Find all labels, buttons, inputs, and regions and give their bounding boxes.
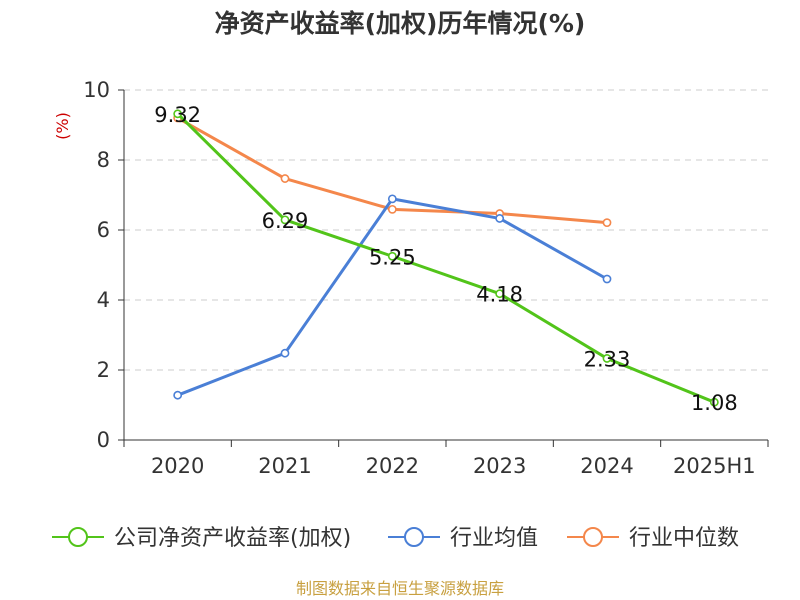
data-point: [495, 289, 505, 299]
chart-title: 净资产收益率(加权)历年情况(%): [215, 9, 586, 38]
data-point: [173, 109, 183, 119]
series-layer: [173, 109, 719, 407]
data-label: 5.25: [369, 245, 416, 269]
data-point: [280, 215, 290, 225]
legend-marker: [583, 527, 603, 547]
data-label: 9.32: [154, 103, 201, 127]
data-point: [280, 348, 290, 358]
y-tick-label: 10: [83, 78, 110, 102]
data-point: [280, 174, 290, 183]
data-point: [602, 274, 612, 284]
y-axis-label: (%): [53, 112, 72, 140]
x-tick-label: 2022: [366, 454, 419, 478]
data-label: 4.18: [476, 283, 523, 307]
data-point: [602, 218, 612, 228]
x-tick-label: 2023: [473, 454, 526, 478]
legend-label: 公司净资产收益率(加权): [114, 526, 351, 551]
series-line: [176, 112, 715, 404]
legend: 公司净资产收益率(加权) 行业均值 行业中位数: [52, 526, 739, 551]
data-point: [602, 354, 612, 363]
data-point: [387, 204, 397, 214]
x-tick-label: 2021: [258, 454, 311, 478]
x-tick-label: 2024: [580, 454, 633, 478]
data-label: 6.29: [262, 209, 309, 233]
legend-label: 行业中位数: [629, 526, 739, 551]
source-note: 制图数据来自恒生聚源数据库: [296, 579, 504, 598]
series-line: [177, 197, 608, 397]
data-labels: 9.32 6.29 5.25 4.18 2.33 1.08: [154, 103, 737, 415]
legend-marker: [68, 527, 88, 547]
data-point: [387, 251, 397, 261]
y-tick-label: 2: [97, 358, 110, 382]
data-point: [173, 390, 183, 400]
data-point: [387, 194, 397, 204]
y-tick-label: 0: [97, 428, 110, 452]
data-label: 1.08: [691, 391, 738, 415]
axes: 0 2 4 6 8 10 2020 2021 2022 2023 2024 2025H1: [83, 78, 769, 478]
data-label: 2.33: [584, 347, 631, 371]
y-tick-label: 4: [97, 288, 110, 312]
x-tick-label: 2025H1: [673, 454, 756, 478]
y-tick-label: 6: [97, 218, 110, 242]
data-point: [709, 397, 719, 407]
y-tick-label: 8: [97, 148, 110, 172]
legend-label: 行业均值: [450, 526, 538, 551]
legend-marker: [404, 527, 424, 547]
legend-item: 行业中位数: [567, 526, 739, 551]
grid-lines: [124, 89, 768, 371]
data-point: [495, 214, 505, 223]
legend-item: 公司净资产收益率(加权): [52, 526, 351, 551]
legend-item: 行业均值: [388, 526, 538, 551]
x-tick-label: 2020: [151, 454, 204, 478]
